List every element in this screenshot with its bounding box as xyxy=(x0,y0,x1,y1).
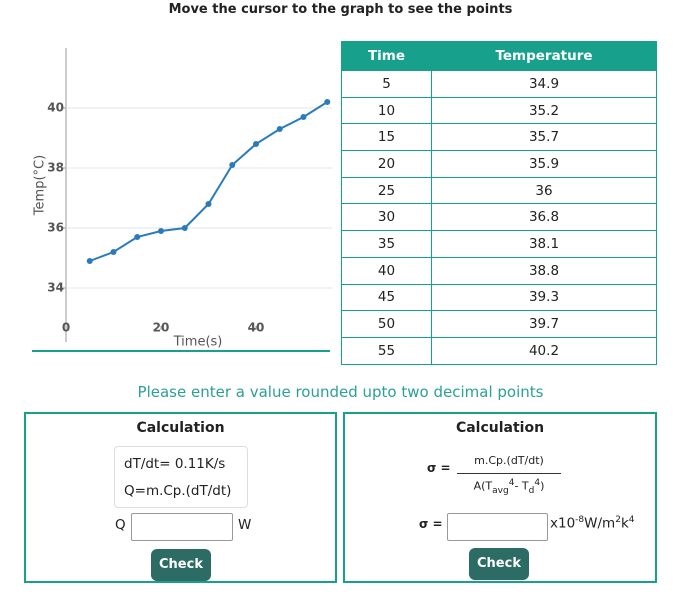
table-cell: 36.8 xyxy=(431,203,657,232)
table-row: 50 39.7 xyxy=(340,310,657,338)
superscript: -8 xyxy=(575,515,585,525)
superscript: 4 xyxy=(508,478,515,488)
table-cell: 30 xyxy=(340,203,433,232)
text: k xyxy=(620,515,629,532)
formula-label: σ = xyxy=(427,461,451,475)
subscript: d xyxy=(528,485,535,496)
data-point xyxy=(300,114,307,120)
data-point xyxy=(205,201,212,207)
table-row: 45 39.3 xyxy=(340,283,657,312)
table-row: 35 38.1 xyxy=(340,230,657,258)
superscript: 4 xyxy=(534,478,541,488)
y-tick-label: 36 xyxy=(47,221,64,235)
x-tick-label: 0 xyxy=(62,321,70,335)
y-tick-label: 40 xyxy=(47,101,64,115)
table-cell: 15 xyxy=(340,123,433,152)
text: W/m xyxy=(584,515,616,532)
data-point xyxy=(229,162,236,168)
formula-box xyxy=(114,446,248,508)
data-point xyxy=(181,225,188,231)
data-point xyxy=(324,99,331,105)
sigma-input[interactable] xyxy=(447,513,548,541)
formula-line: dT/dt= 0.11K/s xyxy=(124,456,226,472)
x-tick-label: 40 xyxy=(248,321,265,335)
unit: W xyxy=(238,517,252,533)
header-cell: Temperature xyxy=(431,41,657,71)
denominator: A(Tavg4- Td4) xyxy=(457,478,561,496)
superscript: 4 xyxy=(628,515,635,525)
table-cell: 36 xyxy=(431,176,657,205)
table-cell: 39.7 xyxy=(431,310,657,338)
table-cell: 25 xyxy=(340,176,433,205)
table-row: 25 36 xyxy=(340,176,657,205)
panel: Calculation σ = m.Cp.(dT/dt) A(Tavg4- Td… xyxy=(343,412,657,583)
data-table: Time Temperature 5 34.9 10 35.2 15 35.7 20 35.9 25… xyxy=(340,41,657,365)
formula-line: Q=m.Cp.(dT/dt) xyxy=(124,483,232,499)
table-cell: 45 xyxy=(340,283,433,312)
table-row: 5 34.9 xyxy=(340,70,657,98)
data-point xyxy=(276,126,283,132)
subscript: avg xyxy=(492,485,509,496)
input-label: Q xyxy=(115,517,126,533)
data-point xyxy=(253,141,259,147)
check-button[interactable]: Check xyxy=(469,548,529,580)
panel: Calculation dT/dt= 0.11K/s Q=m.Cp.(dT/dt… xyxy=(24,412,337,583)
prompt: Please enter a value rounded upto two de… xyxy=(137,383,544,401)
table-cell: 35.7 xyxy=(431,123,657,152)
table-cell: 5 xyxy=(340,70,433,98)
text: A(T xyxy=(473,479,493,493)
text: - T xyxy=(514,479,529,493)
table-cell: 38.8 xyxy=(431,256,657,285)
table-cell: 35.2 xyxy=(431,96,657,125)
table-row: 15 35.7 xyxy=(340,123,657,152)
q-input[interactable] xyxy=(131,513,233,541)
x-axis-label: Time(s) xyxy=(173,335,223,350)
data-point xyxy=(110,249,117,255)
data-point xyxy=(158,228,164,234)
table-cell: 40 xyxy=(340,256,433,285)
y-tick-label: 38 xyxy=(47,161,64,175)
text: x10 xyxy=(550,515,576,532)
x-tick-label: 20 xyxy=(153,321,170,335)
table-cell: 10 xyxy=(340,96,433,125)
unit: x10-8W/m2k4 xyxy=(550,515,635,532)
header-cell: Time xyxy=(340,41,433,71)
table-row: 10 35.2 xyxy=(340,96,657,125)
table-cell: 40.2 xyxy=(431,336,657,365)
check-button[interactable]: Check xyxy=(151,549,211,581)
table-row: 20 35.9 xyxy=(340,150,657,178)
table-cell: 20 xyxy=(340,150,433,178)
table-row: 30 36.8 xyxy=(340,203,657,232)
panel-title: Calculation xyxy=(455,420,545,436)
fraction-bar xyxy=(457,473,561,474)
table-cell: 35.9 xyxy=(431,150,657,178)
table-row: 40 38.8 xyxy=(340,256,657,285)
y-axis-label: Temp(°C) xyxy=(33,155,48,216)
table-row: 55 40.2 xyxy=(340,336,657,365)
data-point xyxy=(134,234,141,240)
data-line xyxy=(89,101,328,262)
instruction: Move the cursor to the graph to see the … xyxy=(168,2,513,17)
numerator: m.Cp.(dT/dt) xyxy=(474,454,544,467)
superscript: 2 xyxy=(615,515,621,525)
table-cell: 50 xyxy=(340,310,433,338)
table-cell: 39.3 xyxy=(431,283,657,312)
text: ) xyxy=(540,479,545,493)
y-tick-label: 34 xyxy=(47,281,64,295)
table-cell: 38.1 xyxy=(431,230,657,258)
table-cell: 35 xyxy=(340,230,433,258)
data-point xyxy=(86,258,93,264)
input-label: σ = xyxy=(419,517,443,531)
header-row: Time Temperature xyxy=(340,41,657,71)
table-cell: 55 xyxy=(340,336,433,365)
table-cell: 34.9 xyxy=(431,70,657,98)
chart[interactable]: Time(s) Temp(°C) 34 36 38 40 0 20 40 xyxy=(0,0,340,360)
panel-title: Calculation xyxy=(136,420,225,436)
